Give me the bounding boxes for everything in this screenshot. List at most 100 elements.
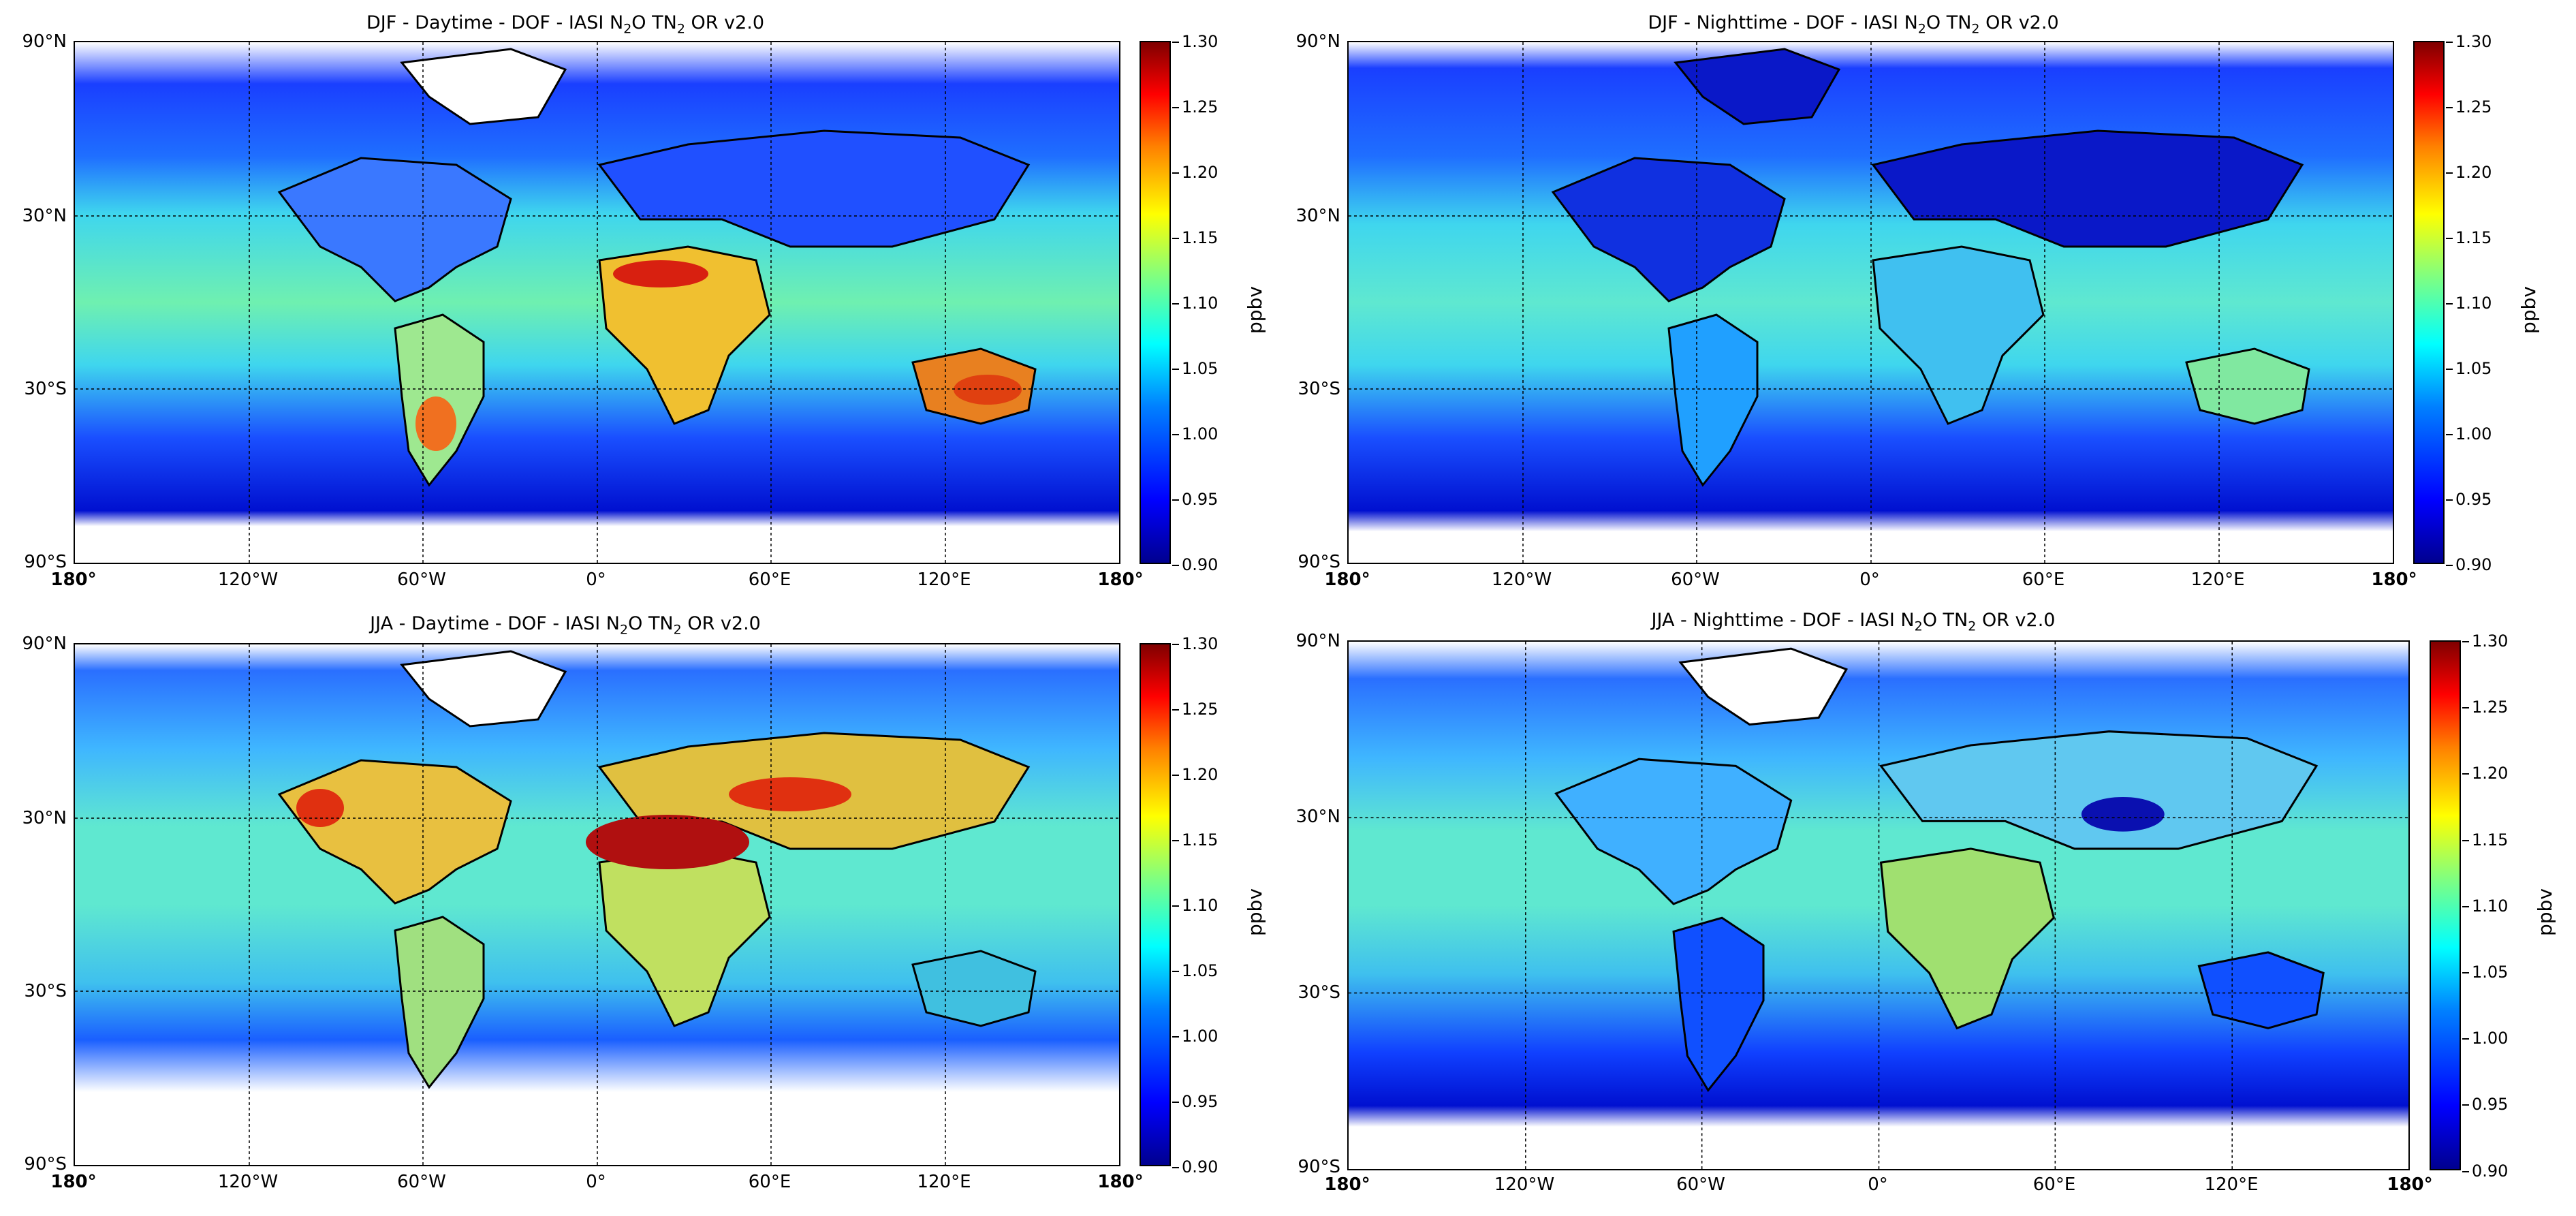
lon-tick: 60°E	[2022, 570, 2065, 590]
lon-tick: 180°	[50, 570, 97, 590]
lon-tick: 120°W	[217, 570, 279, 590]
colorbar-tick: 0.90	[2462, 1162, 2509, 1181]
lon-tick: 60°E	[2032, 1174, 2076, 1195]
colorbar-tick: 1.30	[1172, 634, 1219, 653]
lat-tick: 30°S	[1298, 379, 1340, 399]
colorbar-tick: 0.95	[1172, 1092, 1219, 1111]
lon-tick: 180°	[2387, 1174, 2433, 1195]
lon-tick: 120°W	[1494, 1174, 1555, 1195]
lat-tick: 90°S	[24, 1154, 67, 1174]
colorbar-tick: 1.15	[1172, 228, 1219, 247]
colorbar-unit: ppbv	[1244, 286, 1266, 334]
lat-tick: 90°S	[1298, 552, 1340, 572]
colorbar-tick: 1.30	[2462, 632, 2509, 651]
lon-tick: 0°	[1859, 570, 1880, 590]
lon-tick: 120°W	[1491, 570, 1552, 590]
lon-tick: 180°	[1324, 1174, 1370, 1195]
panel-title: DJF - Nighttime - DOF - IASI N2O TN2 OR …	[1648, 12, 2059, 37]
map-area	[74, 41, 1120, 564]
lat-tick: 30°S	[24, 981, 67, 1001]
colorbar-tick: 0.95	[2462, 1095, 2509, 1114]
lon-tick: 0°	[1868, 1174, 1888, 1195]
colorbar-tick: 1.20	[2445, 163, 2492, 182]
lon-tick: 60°W	[397, 570, 446, 590]
colorbar-tick: 0.90	[1172, 1157, 1219, 1176]
colorbar-tick: 1.25	[1172, 700, 1219, 719]
panel-title: DJF - Daytime - DOF - IASI N2O TN2 OR v2…	[366, 12, 765, 37]
colorbar-tick: 1.00	[1172, 1027, 1219, 1046]
colorbar-tick: 1.10	[2462, 897, 2509, 916]
lat-tick: 90°S	[24, 552, 67, 572]
colorbar-tick: 1.00	[2445, 424, 2492, 443]
colorbar-tick: 1.30	[2445, 32, 2492, 51]
panel-djf-daytime: DJF - Daytime - DOF - IASI N2O TN2 OR v2…	[0, 0, 1288, 606]
colorbar	[1140, 41, 1171, 564]
lon-tick: 120°E	[917, 570, 971, 590]
colorbar-tick: 1.20	[1172, 765, 1219, 784]
colorbar-tick: 1.15	[2462, 830, 2509, 849]
lon-tick: 120°W	[217, 1172, 279, 1192]
colorbar-tick: 1.30	[1172, 32, 1219, 51]
lat-tick: 30°N	[22, 808, 67, 828]
colorbar-tick: 1.10	[1172, 294, 1219, 313]
colorbar	[2413, 41, 2445, 564]
panel-title: JJA - Daytime - DOF - IASI N2O TN2 OR v2…	[370, 613, 761, 638]
colorbar-tick: 1.05	[2462, 963, 2509, 982]
colorbar-tick: 1.05	[1172, 359, 1219, 378]
panel-jja-daytime: JJA - Daytime - DOF - IASI N2O TN2 OR v2…	[0, 606, 1288, 1216]
colorbar-tick: 1.00	[2462, 1029, 2509, 1048]
colorbar-tick: 0.90	[1172, 555, 1219, 574]
lon-tick: 60°W	[397, 1172, 446, 1192]
lat-tick: 30°N	[1295, 807, 1340, 827]
colorbar-tick: 1.10	[1172, 896, 1219, 915]
colorbar-tick: 1.15	[1172, 830, 1219, 849]
lon-tick: 120°E	[2190, 570, 2245, 590]
lon-tick: 180°	[1097, 570, 1144, 590]
colorbar	[1140, 643, 1171, 1166]
map-field	[75, 42, 1119, 563]
lat-tick: 90°N	[1295, 631, 1340, 651]
colorbar-tick: 1.25	[2445, 97, 2492, 116]
colorbar-tick: 1.05	[2445, 359, 2492, 378]
lat-tick: 90°N	[22, 31, 67, 52]
lat-tick: 90°S	[1298, 1157, 1340, 1177]
map-field	[1349, 642, 2408, 1169]
colorbar-tick: 0.95	[1172, 490, 1219, 509]
map-field	[75, 644, 1119, 1165]
colorbar-tick: 1.15	[2445, 228, 2492, 247]
colorbar-tick: 0.90	[2445, 555, 2492, 574]
lon-tick: 60°W	[1671, 570, 1720, 590]
colorbar-tick: 1.25	[1172, 97, 1219, 116]
lat-tick: 30°N	[22, 206, 67, 226]
map-area	[1347, 640, 2410, 1170]
lon-tick: 60°E	[748, 570, 791, 590]
colorbar-tick: 1.25	[2462, 698, 2509, 717]
map-area	[74, 643, 1120, 1166]
lon-tick: 180°	[1324, 570, 1370, 590]
lat-tick: 90°N	[22, 634, 67, 654]
panel-jja-nighttime: JJA - Nighttime - DOF - IASI N2O TN2 OR …	[1288, 606, 2576, 1216]
lon-tick: 180°	[2371, 570, 2417, 590]
lat-tick: 30°S	[1298, 982, 1340, 1003]
colorbar-tick: 1.05	[1172, 961, 1219, 980]
lat-tick: 30°S	[24, 379, 67, 399]
colorbar-tick: 1.20	[2462, 764, 2509, 783]
lon-tick: 0°	[586, 1172, 606, 1192]
lon-tick: 0°	[586, 570, 606, 590]
lat-tick: 90°N	[1295, 31, 1340, 52]
map-field	[1349, 42, 2393, 563]
colorbar-unit: ppbv	[1244, 888, 1266, 936]
colorbar-tick: 1.10	[2445, 294, 2492, 313]
lat-tick: 30°N	[1295, 206, 1340, 226]
lon-tick: 60°W	[1676, 1174, 1725, 1195]
colorbar	[2430, 640, 2461, 1170]
colorbar-tick: 1.00	[1172, 424, 1219, 443]
colorbar-unit: ppbv	[2517, 286, 2540, 334]
panel-djf-nighttime: DJF - Nighttime - DOF - IASI N2O TN2 OR …	[1288, 0, 2576, 606]
lon-tick: 180°	[50, 1172, 97, 1192]
lon-tick: 120°E	[917, 1172, 971, 1192]
lon-tick: 120°E	[2204, 1174, 2259, 1195]
colorbar-tick: 0.95	[2445, 490, 2492, 509]
colorbar-unit: ppbv	[2534, 888, 2556, 936]
map-area	[1347, 41, 2394, 564]
